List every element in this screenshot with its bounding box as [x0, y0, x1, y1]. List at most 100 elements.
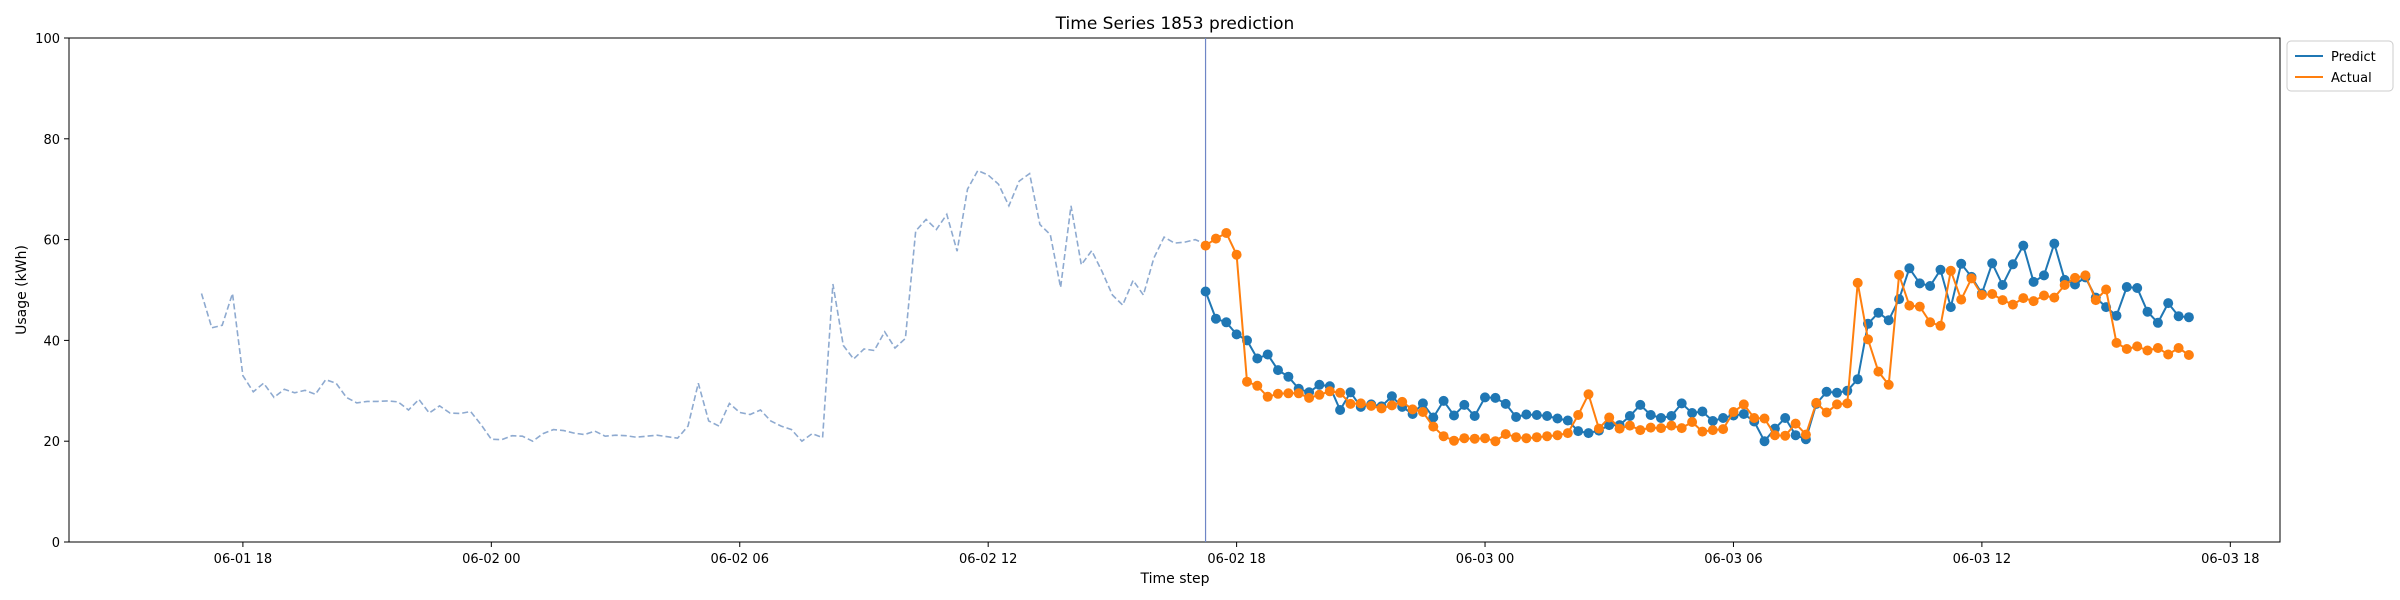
predict-point	[2152, 317, 2163, 328]
actual-point	[1821, 407, 1832, 418]
actual-point	[1231, 249, 1242, 260]
predict-point	[1676, 398, 1687, 409]
actual-point	[1449, 435, 1459, 446]
actual-point	[2111, 337, 2122, 348]
actual-point	[1738, 399, 1749, 410]
predict-point	[1738, 409, 1749, 419]
actual-point	[2121, 344, 2132, 354]
predict-point	[1252, 353, 1263, 364]
predict-point	[1490, 392, 1501, 403]
actual-point	[1676, 423, 1687, 434]
predict-point	[2111, 310, 2122, 321]
predict-point	[1759, 436, 1770, 447]
predict-point	[1200, 286, 1211, 297]
predict-point	[1500, 398, 1511, 409]
actual-point	[1728, 407, 1739, 417]
predict-point	[1480, 392, 1490, 403]
legend-label-predict: Predict	[2331, 50, 2376, 65]
predict-point	[1417, 398, 1428, 409]
actual-point	[1945, 265, 1956, 276]
actual-point	[2018, 293, 2029, 304]
actual-point	[1904, 300, 1915, 311]
predict-point	[2142, 306, 2153, 317]
predict-point	[2183, 312, 2194, 323]
actual-point	[1687, 417, 1698, 427]
actual-point	[1324, 386, 1335, 397]
actual-point	[1407, 404, 1418, 415]
predict-point	[1821, 386, 1832, 397]
predict-point	[1914, 278, 1925, 289]
predict-point	[2049, 238, 2060, 249]
actual-point	[2059, 280, 2070, 290]
actual-point	[2039, 290, 2049, 301]
history-line	[200, 169, 1206, 443]
actual-point	[1366, 400, 1377, 411]
actual-point	[1811, 397, 1822, 408]
x-tick-label: 06-03 18	[2201, 552, 2259, 567]
actual-point	[2049, 292, 2060, 303]
actual-point	[1624, 420, 1635, 431]
x-axis-label: Time step	[1140, 571, 1210, 587]
predict-point	[2039, 270, 2049, 281]
actual-point	[1749, 413, 1760, 423]
actual-point	[1852, 277, 1863, 288]
x-tick-label: 06-03 00	[1456, 552, 1514, 567]
actual-point	[2007, 299, 2018, 310]
actual-point	[1842, 398, 1853, 409]
actual-point	[1469, 433, 1480, 444]
predict-point	[2173, 311, 2184, 322]
predict-point	[1231, 329, 1242, 340]
predict-point	[2132, 283, 2143, 293]
predict-point	[1645, 410, 1656, 420]
actual-point	[1273, 388, 1283, 399]
actual-point	[1210, 233, 1221, 244]
predict-point	[1945, 302, 1956, 313]
actual-point	[2080, 270, 2091, 281]
predict-point	[1552, 413, 1563, 424]
actual-point	[1925, 317, 1936, 328]
y-tick-label: 80	[43, 133, 60, 148]
predict-point	[1656, 413, 1666, 423]
actual-point	[1221, 228, 1232, 238]
predict-point	[1438, 395, 1449, 406]
predict-point	[2007, 259, 2018, 270]
predict-point	[1262, 349, 1273, 360]
x-tick-label: 06-02 00	[462, 552, 520, 567]
predict-point	[1386, 391, 1397, 402]
actual-point	[1614, 423, 1625, 434]
predict-point	[1635, 399, 1646, 410]
actual-point	[1417, 407, 1428, 417]
actual-point	[1832, 399, 1842, 410]
actual-point	[1873, 366, 1884, 377]
predict-point	[1697, 406, 1708, 417]
predict-point	[1707, 416, 1718, 426]
actual-point	[1966, 273, 1977, 284]
y-tick-label: 40	[43, 334, 60, 349]
predict-point	[1314, 379, 1325, 390]
predict-point	[1956, 258, 1967, 269]
actual-point	[1304, 392, 1315, 403]
actual-point	[1521, 433, 1532, 444]
actual-point	[1718, 424, 1729, 435]
predict-point	[1221, 317, 1232, 328]
actual-point	[1562, 428, 1573, 439]
predict-point	[1449, 410, 1459, 421]
actual-point	[1583, 389, 1594, 400]
predict-point	[1562, 415, 1573, 426]
actual-point	[1800, 429, 1811, 440]
predict-point	[1511, 412, 1522, 422]
y-tick-label: 100	[35, 32, 60, 47]
actual-point	[1397, 396, 1408, 407]
actual-point	[1428, 421, 1439, 432]
x-tick-label: 06-03 12	[1953, 552, 2011, 567]
actual-point	[1707, 425, 1718, 436]
legend-box	[2286, 40, 2394, 92]
predict-point	[1852, 374, 1863, 385]
predict-point	[1469, 411, 1480, 421]
actual-point	[1883, 379, 1894, 390]
actual-point	[2070, 272, 2080, 283]
predict-point	[2028, 276, 2039, 287]
actual-point	[1593, 423, 1604, 434]
predict-point	[1832, 387, 1842, 398]
actual-point	[1252, 380, 1263, 391]
